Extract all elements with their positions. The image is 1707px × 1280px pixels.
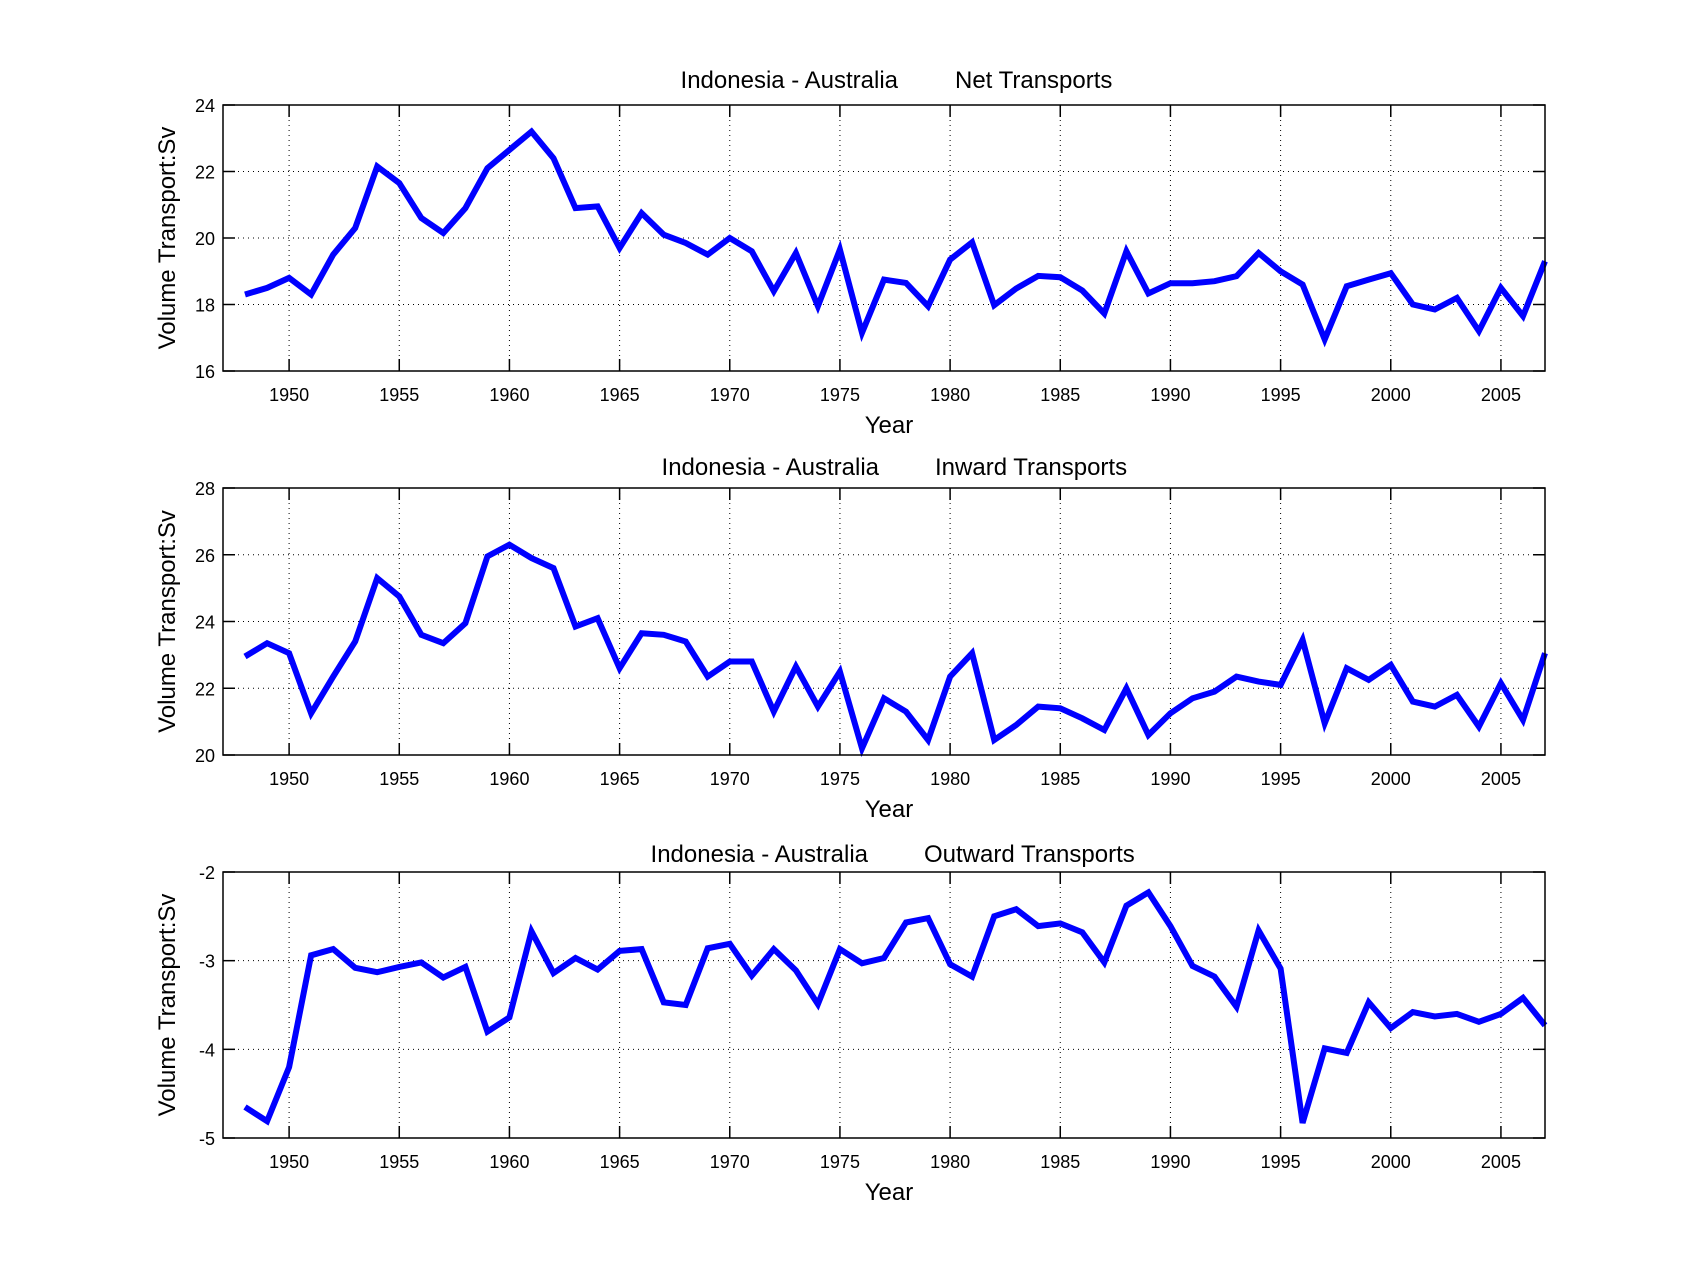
x-tick-label: 1975 <box>820 769 860 789</box>
axes-frame <box>222 871 1546 1139</box>
x-tick-label: 1970 <box>710 1152 750 1172</box>
panel-title-left: Indonesia - Australia <box>662 454 880 481</box>
x-tick-label: 1965 <box>600 1152 640 1172</box>
panel-title-right: Inward Transports <box>935 454 1127 481</box>
x-tick-label: 1960 <box>489 1152 529 1172</box>
x-tick-label: 2000 <box>1371 385 1411 405</box>
x-tick-labels: 1950 1955 1960 1965 1970 1975 1980 1985 1990 1995… <box>269 1152 1521 1172</box>
y-tick-label: -5 <box>199 1129 215 1149</box>
y-tick-labels: -5 -4 -3 -2 <box>199 863 215 1149</box>
y-tick-label: 24 <box>195 96 215 116</box>
y-tick-label: 18 <box>195 296 215 316</box>
y-tick-label: 28 <box>195 479 215 499</box>
y-tick-label: 26 <box>195 546 215 566</box>
y-tick-labels: 20 22 24 26 28 <box>195 479 215 766</box>
y-tick-label: 22 <box>195 163 215 183</box>
x-tick-label: 1965 <box>600 385 640 405</box>
x-tick-label: 2000 <box>1371 1152 1411 1172</box>
panel-title-right: Net Transports <box>955 67 1112 94</box>
x-tick-label: 1980 <box>930 1152 970 1172</box>
grid-lines <box>223 105 1545 371</box>
y-tick-label: 24 <box>195 613 215 633</box>
tick-marks <box>223 104 1545 372</box>
x-tick-labels: 1950 1955 1960 1965 1970 1975 1980 1985 1990 1995… <box>269 385 1521 405</box>
x-tick-label: 2005 <box>1481 769 1521 789</box>
y-tick-label: -4 <box>199 1040 215 1060</box>
x-tick-label: 1975 <box>820 1152 860 1172</box>
axes-frame <box>222 487 1546 756</box>
grid-lines <box>223 488 1545 755</box>
x-tick-label: 1995 <box>1261 769 1301 789</box>
y-tick-label: -2 <box>199 863 215 883</box>
x-tick-label: 1990 <box>1150 769 1190 789</box>
x-tick-label: 1990 <box>1150 385 1190 405</box>
x-tick-label: 1995 <box>1261 1152 1301 1172</box>
y-tick-label: 22 <box>195 679 215 699</box>
x-tick-label: 1950 <box>269 769 309 789</box>
x-tick-label: 1985 <box>1040 385 1080 405</box>
x-tick-label: 1980 <box>930 385 970 405</box>
panel-net-transports: Indonesia - Australia Net Transports 195… <box>154 67 1548 439</box>
x-tick-label: 1975 <box>820 385 860 405</box>
panel-title-right: Outward Transports <box>924 841 1135 868</box>
x-axis-label: Year <box>865 796 914 823</box>
x-tick-label: 1955 <box>379 385 419 405</box>
x-tick-label: 2000 <box>1371 769 1411 789</box>
y-axis-label: Volume Transport:Sv <box>154 894 181 1117</box>
x-tick-label: 1950 <box>269 385 309 405</box>
x-tick-label: 1960 <box>489 769 529 789</box>
y-axis-label: Volume Transport:Sv <box>154 127 181 350</box>
y-tick-label: -3 <box>199 952 215 972</box>
x-tick-label: 1955 <box>379 1152 419 1172</box>
y-tick-label: 16 <box>195 362 215 382</box>
x-tick-label: 1970 <box>710 385 750 405</box>
x-tick-labels: 1950 1955 1960 1965 1970 1975 1980 1985 1990 1995… <box>269 769 1521 789</box>
series-line-inward-transports <box>243 541 1548 758</box>
panel-inward-transports: Indonesia - Australia Inward Transports … <box>154 454 1548 823</box>
x-tick-label: 2005 <box>1481 1152 1521 1172</box>
x-tick-label: 1980 <box>930 769 970 789</box>
axes-frame <box>222 104 1546 372</box>
x-axis-label: Year <box>865 412 914 439</box>
x-axis-label: Year <box>865 1179 914 1206</box>
x-tick-label: 1950 <box>269 1152 309 1172</box>
x-tick-label: 1960 <box>489 385 529 405</box>
x-tick-label: 1970 <box>710 769 750 789</box>
x-tick-label: 1965 <box>600 769 640 789</box>
panel-title-left: Indonesia - Australia <box>651 841 869 868</box>
x-tick-label: 1985 <box>1040 1152 1080 1172</box>
series-line-outward-transports <box>243 888 1548 1126</box>
x-tick-label: 1995 <box>1261 385 1301 405</box>
x-tick-label: 1955 <box>379 769 419 789</box>
grid-lines <box>223 872 1545 1138</box>
x-tick-label: 1990 <box>1150 1152 1190 1172</box>
panel-outward-transports: Indonesia - Australia Outward Transports… <box>154 841 1548 1206</box>
y-tick-label: 20 <box>195 229 215 249</box>
y-axis-label: Volume Transport:Sv <box>154 510 181 733</box>
panel-title-left: Indonesia - Australia <box>681 67 899 94</box>
x-tick-label: 1985 <box>1040 769 1080 789</box>
y-tick-labels: 16 18 20 22 24 <box>195 96 215 382</box>
x-tick-label: 2005 <box>1481 385 1521 405</box>
y-tick-label: 20 <box>195 746 215 766</box>
series-line-net-transports <box>244 127 1548 348</box>
